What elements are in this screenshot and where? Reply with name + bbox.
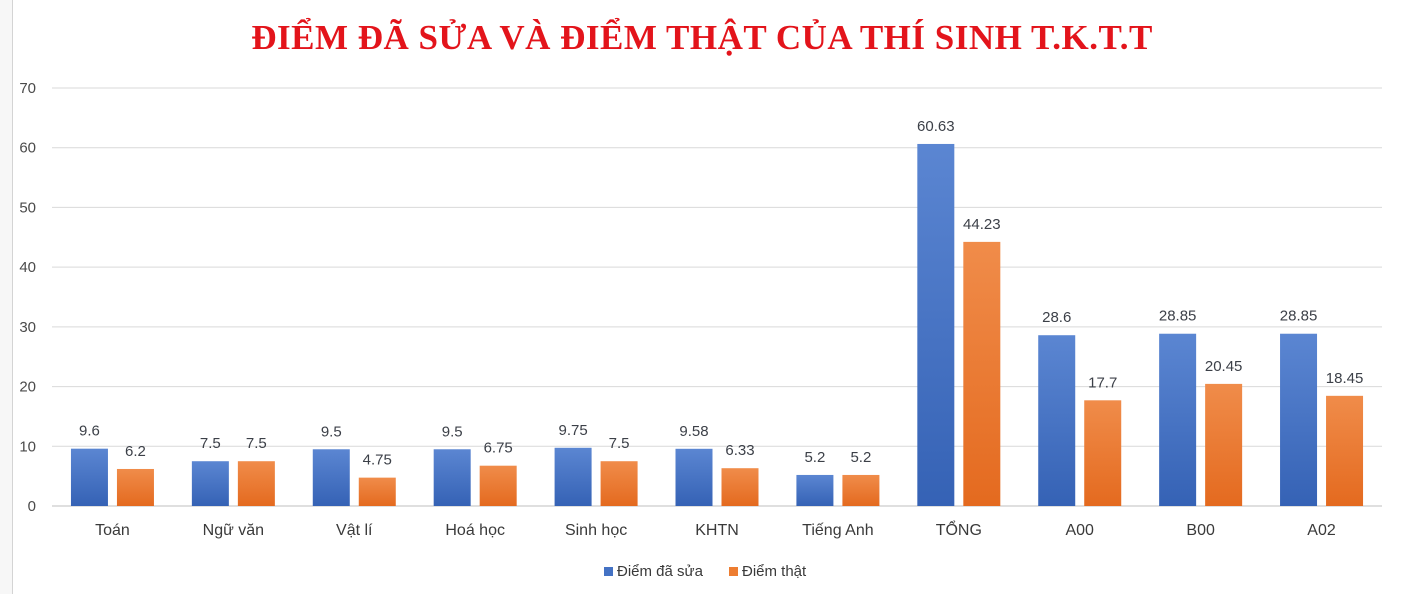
legend-swatch xyxy=(729,567,738,576)
bar-diem-da-sua xyxy=(796,474,834,506)
bar-diem-that xyxy=(116,468,154,506)
bar-diem-that xyxy=(479,465,517,506)
y-tick-label: 30 xyxy=(19,319,36,336)
data-label: 9.6 xyxy=(79,423,100,440)
data-label: 9.5 xyxy=(442,423,463,440)
bar-diem-da-sua xyxy=(554,447,592,506)
bar-diem-that xyxy=(358,477,396,506)
data-label: 9.75 xyxy=(558,422,587,439)
bar-diem-da-sua xyxy=(1280,333,1318,506)
bar-diem-da-sua xyxy=(191,461,229,506)
bars xyxy=(70,143,1364,507)
data-label: 4.75 xyxy=(363,452,392,469)
bar-diem-that xyxy=(842,474,880,506)
chart-title: ĐIỂM ĐÃ SỬA VÀ ĐIỂM THẬT CỦA THÍ SINH T.… xyxy=(251,18,1153,57)
x-axis: Toán Ngữ văn Vật lí Hoá học Sinh học KHTN Tiến… xyxy=(95,520,1336,539)
legend: Điểm đã sửa Điểm thật xyxy=(604,563,807,580)
bar-diem-that xyxy=(600,461,638,506)
x-tick-label: TỔNG xyxy=(936,520,982,539)
bar-diem-that xyxy=(237,461,275,506)
data-label: 7.5 xyxy=(246,435,267,452)
data-label: 28.85 xyxy=(1159,308,1197,325)
y-tick-label: 70 xyxy=(19,80,36,97)
data-label: 5.2 xyxy=(850,449,871,466)
bar-diem-da-sua xyxy=(70,448,108,506)
data-label: 20.45 xyxy=(1205,358,1243,375)
y-tick-label: 10 xyxy=(19,438,36,455)
bar-diem-da-sua xyxy=(917,143,955,507)
data-label: 6.2 xyxy=(125,443,146,460)
data-label: 6.33 xyxy=(725,442,754,459)
data-labels: 9.6 6.2 7.5 7.5 9.5 4.75 9.5 6.75 9.75 7.5 9.58 6.3… xyxy=(79,118,1363,469)
x-tick-label: A00 xyxy=(1065,522,1094,539)
x-tick-label: Sinh học xyxy=(565,522,627,539)
bar-diem-that xyxy=(1326,395,1364,506)
data-label: 60.63 xyxy=(917,118,955,135)
y-tick-label: 60 xyxy=(19,140,36,157)
bar-diem-da-sua xyxy=(433,449,471,506)
data-label: 28.85 xyxy=(1280,308,1318,325)
data-label: 44.23 xyxy=(963,216,1001,233)
data-label: 28.6 xyxy=(1042,309,1071,326)
x-tick-label: Tiếng Anh xyxy=(802,522,873,539)
y-tick-label: 50 xyxy=(19,199,36,216)
y-tick-label: 40 xyxy=(19,259,36,276)
bar-diem-that xyxy=(1084,400,1122,506)
y-tick-label: 20 xyxy=(19,379,36,396)
x-tick-label: Vật lí xyxy=(336,522,373,539)
bar-diem-da-sua xyxy=(312,449,350,506)
spreadsheet-row-edge xyxy=(0,0,13,594)
data-label: 9.5 xyxy=(321,423,342,440)
bar-diem-da-sua xyxy=(1038,335,1076,506)
x-tick-label: Hoá học xyxy=(445,522,505,539)
data-label: 9.58 xyxy=(679,423,708,440)
y-axis: 0 10 20 30 40 50 60 70 xyxy=(19,80,36,515)
x-tick-label: A02 xyxy=(1307,522,1336,539)
data-label: 6.75 xyxy=(484,440,513,457)
bar-diem-that xyxy=(721,468,759,506)
data-label: 5.2 xyxy=(804,449,825,466)
data-label: 7.5 xyxy=(200,435,221,452)
bar-diem-da-sua xyxy=(675,448,713,506)
x-tick-label: Toán xyxy=(95,522,130,539)
data-label: 18.45 xyxy=(1326,370,1364,387)
data-label: 17.7 xyxy=(1088,374,1117,391)
y-tick-label: 0 xyxy=(28,498,36,515)
legend-label: Điểm thật xyxy=(742,563,807,580)
legend-label: Điểm đã sửa xyxy=(617,563,704,580)
bar-diem-that xyxy=(963,241,1001,506)
x-tick-label: KHTN xyxy=(695,522,739,539)
data-label: 7.5 xyxy=(609,435,630,452)
x-tick-label: Ngữ văn xyxy=(203,522,264,539)
x-tick-label: B00 xyxy=(1186,522,1215,539)
legend-swatch xyxy=(604,567,613,576)
bar-diem-da-sua xyxy=(1159,333,1197,506)
bar-diem-that xyxy=(1205,383,1243,506)
